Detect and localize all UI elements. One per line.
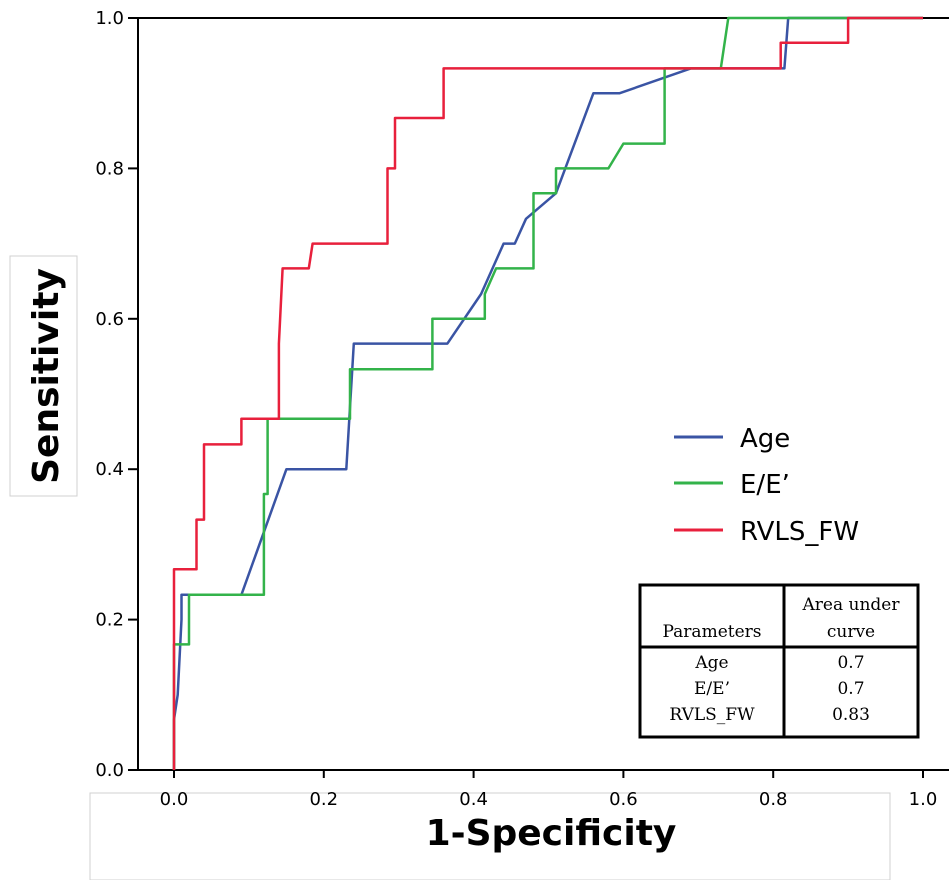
auc-table-border (638, 583, 920, 739)
auc-table-cell-param: E/E’ (694, 679, 730, 699)
roc-curves (172, 16, 923, 770)
y-axis-title: Sensitivity (26, 268, 67, 484)
x-tick-label: 0.8 (759, 789, 788, 810)
x-tick-label: 0.6 (609, 789, 638, 810)
auc-table-header-curve: curve (827, 622, 875, 642)
x-axis-title: 1-Specificity (426, 813, 677, 854)
x-tick-label: 0.4 (459, 789, 488, 810)
ee-roc-curve (172, 16, 923, 770)
auc-table-cell-param: Age (694, 653, 728, 673)
auc-table-cell-auc: 0.83 (832, 705, 870, 725)
auc-table: Parameters Area under curve Age 0.7 E/E’… (638, 583, 920, 739)
legend-label-age: Age (740, 424, 790, 454)
y-tick-label: 1.0 (95, 8, 124, 29)
auc-table-header-parameters: Parameters (663, 622, 762, 642)
x-tick-label: 0.0 (160, 789, 189, 810)
y-tick-label: 0.0 (95, 760, 124, 781)
age-roc-curve (172, 16, 923, 770)
x-tick-label: 1.0 (909, 789, 938, 810)
y-tick-label: 0.6 (95, 309, 124, 330)
y-axis-title-box (9, 255, 78, 497)
auc-table-cell-auc: 0.7 (837, 679, 864, 699)
rvls-fw-roc-curve (172, 16, 923, 770)
legend-label-ee: E/E’ (740, 470, 790, 500)
legend-label-rvls-fw: RVLS_FW (740, 517, 859, 547)
auc-table-header-area: Area under (802, 595, 901, 615)
x-axis-title-box (89, 792, 891, 880)
auc-table-cell-param: RVLS_FW (669, 705, 755, 725)
y-tick-label: 0.2 (95, 610, 124, 631)
y-ticks: 0.0 0.2 0.4 0.6 0.8 1.0 (95, 8, 138, 781)
x-ticks: 0.0 0.2 0.4 0.6 0.8 1.0 (160, 770, 938, 810)
y-tick-label: 0.4 (95, 459, 124, 480)
legend: Age E/E’ RVLS_FW (674, 424, 859, 547)
y-tick-label: 0.8 (95, 158, 124, 179)
x-tick-label: 0.2 (309, 789, 338, 810)
auc-table-cell-auc: 0.7 (837, 653, 864, 673)
